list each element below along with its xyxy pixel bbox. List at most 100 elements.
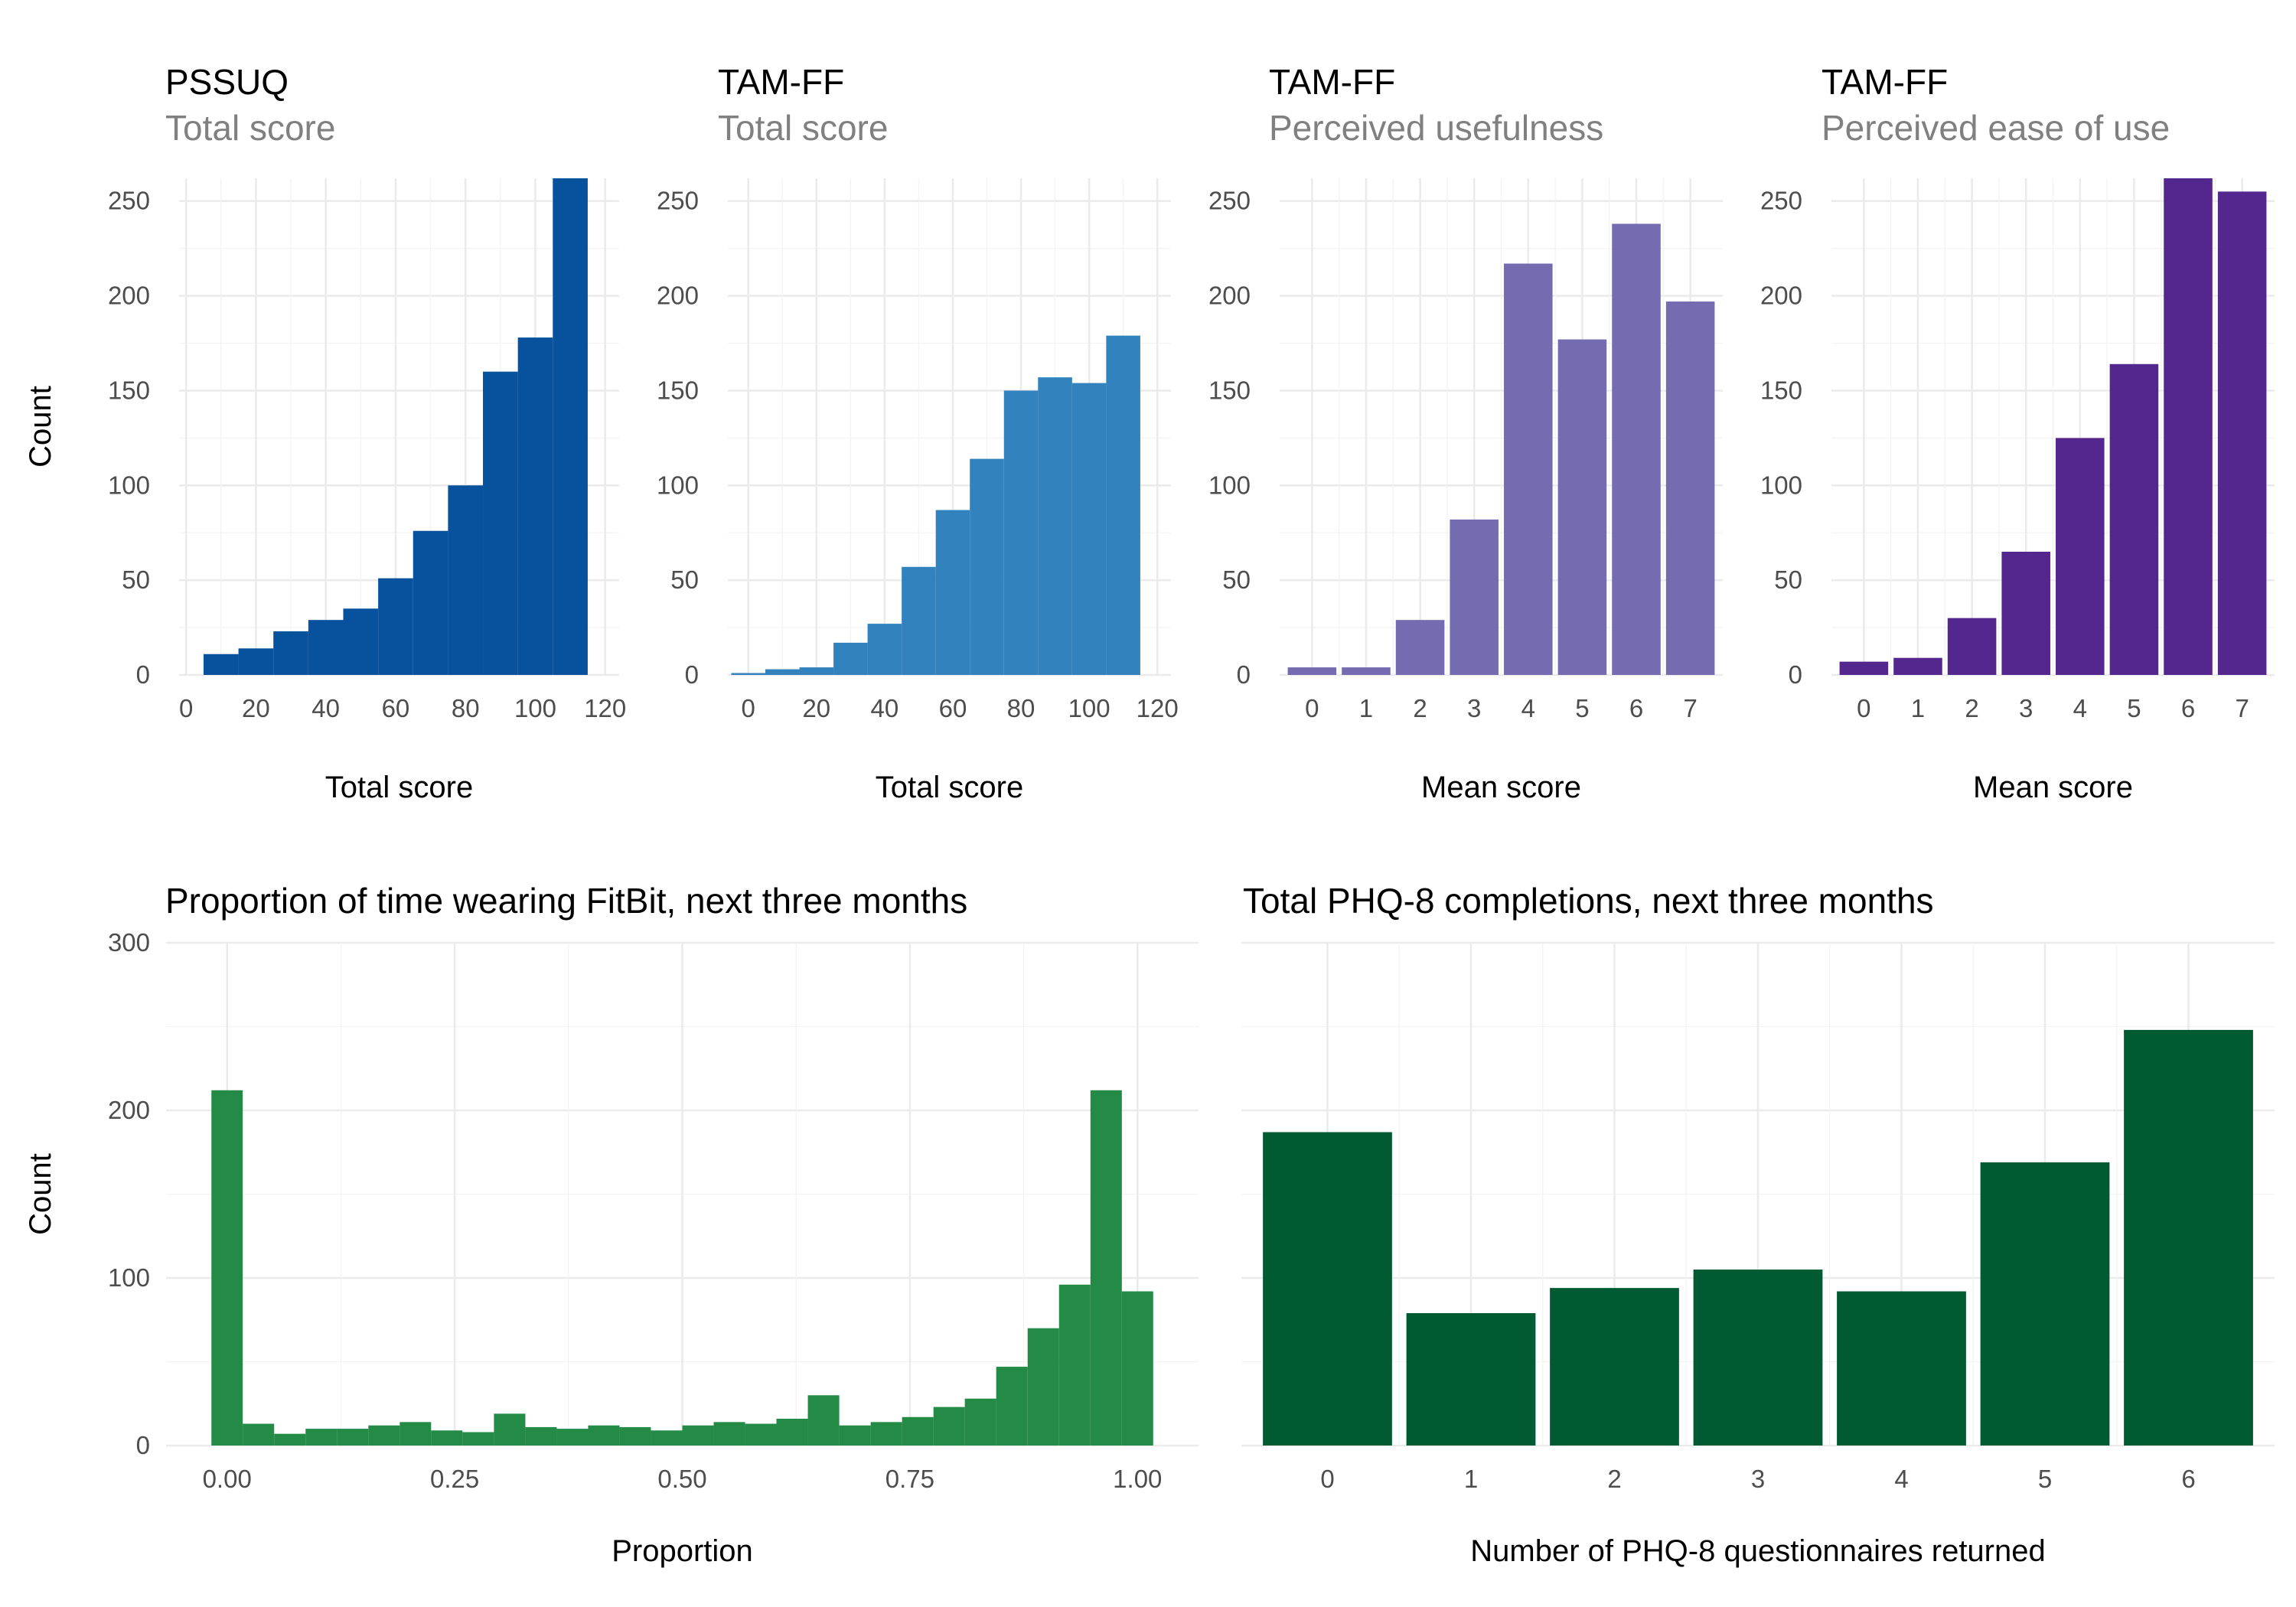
x-tick-label: 0 bbox=[1320, 1465, 1334, 1493]
x-axis-label: Total score bbox=[876, 771, 1023, 804]
y-axis-label: Count bbox=[24, 386, 57, 468]
y-tick-label: 200 bbox=[1760, 282, 1802, 310]
y-tick-label: 50 bbox=[1774, 566, 1802, 594]
y-tick-label: 0 bbox=[685, 660, 699, 689]
x-tick-label: 6 bbox=[2181, 1465, 2195, 1493]
x-axis-tick-labels: 0.00 0.25 0.50 0.75 1.00 bbox=[203, 1465, 1163, 1493]
x-tick-label: 7 bbox=[1683, 694, 1697, 722]
x-tick-label: 1 bbox=[1911, 694, 1925, 722]
x-tick-label: 2 bbox=[1413, 694, 1427, 722]
x-tick-label: 5 bbox=[2127, 694, 2141, 722]
y-tick-label: 150 bbox=[1760, 376, 1802, 404]
x-tick-label: 0.75 bbox=[885, 1465, 934, 1493]
y-tick-label: 250 bbox=[657, 187, 699, 215]
x-tick-label: 60 bbox=[382, 694, 410, 722]
y-tick-label: 100 bbox=[657, 471, 699, 499]
histogram-bar bbox=[525, 1426, 557, 1446]
x-axis-tick-labels: 0 1 2 3 4 5 6 7 bbox=[1305, 694, 1698, 722]
bar bbox=[2056, 438, 2105, 675]
histogram-bar bbox=[1090, 1090, 1122, 1446]
histogram-bar bbox=[964, 1398, 996, 1446]
y-tick-label: 250 bbox=[1760, 187, 1802, 215]
x-tick-label: 0.25 bbox=[430, 1465, 479, 1493]
y-tick-label: 0 bbox=[1237, 660, 1251, 689]
histogram-bar bbox=[308, 620, 344, 675]
panel-title: PSSUQ bbox=[165, 62, 289, 102]
y-tick-label: 200 bbox=[108, 282, 150, 310]
x-tick-label: 0 bbox=[179, 694, 193, 722]
histogram-bar bbox=[870, 1422, 902, 1446]
histogram-bar bbox=[765, 669, 800, 675]
y-tick-label: 50 bbox=[122, 566, 150, 594]
x-axis-tick-labels: 0 20 40 60 80 100 120 bbox=[179, 694, 626, 722]
x-tick-label: 5 bbox=[2038, 1465, 2052, 1493]
histogram-bar bbox=[1058, 1284, 1091, 1446]
y-tick-label: 100 bbox=[1208, 471, 1251, 499]
y-tick-label: 100 bbox=[108, 1263, 150, 1292]
bar bbox=[1395, 620, 1445, 675]
histogram-bar bbox=[1121, 1291, 1153, 1446]
histogram-bar bbox=[243, 1423, 275, 1446]
x-tick-label: 1 bbox=[1359, 694, 1373, 722]
bars bbox=[731, 335, 1140, 675]
x-axis-label: Proportion bbox=[612, 1534, 753, 1568]
chart-panel-4: 0 1 2 3 4 5 6 7 0 50 100 150 200 250 TAM-FF Perceived e… bbox=[1760, 62, 2275, 804]
bar bbox=[1263, 1132, 1392, 1446]
x-tick-label: 0 bbox=[1305, 694, 1319, 722]
bar bbox=[2001, 551, 2050, 675]
bar bbox=[1557, 339, 1607, 675]
bar bbox=[2217, 191, 2267, 675]
histogram-bar bbox=[970, 458, 1004, 675]
y-axis-tick-labels: 0 50 100 150 200 250 bbox=[108, 187, 150, 689]
x-tick-label: 120 bbox=[584, 694, 626, 722]
histogram-bar bbox=[305, 1429, 338, 1446]
histogram-bar bbox=[337, 1429, 369, 1446]
x-tick-label: 0 bbox=[1857, 694, 1870, 722]
x-tick-label: 1.00 bbox=[1113, 1465, 1162, 1493]
bars bbox=[1839, 178, 2267, 675]
histogram-bar bbox=[483, 371, 518, 675]
histogram-bar bbox=[731, 673, 765, 675]
histogram-bar bbox=[1003, 390, 1039, 675]
x-tick-label: 1 bbox=[1464, 1465, 1478, 1493]
histogram-bar bbox=[343, 608, 379, 675]
y-tick-label: 200 bbox=[1208, 282, 1251, 310]
y-tick-label: 200 bbox=[108, 1096, 150, 1124]
bar bbox=[1893, 657, 1942, 675]
y-tick-label: 100 bbox=[108, 471, 150, 499]
histogram-bar bbox=[682, 1425, 714, 1446]
panel-title: Proportion of time wearing FitBit, next … bbox=[165, 881, 967, 921]
x-tick-label: 80 bbox=[1007, 694, 1035, 722]
panel-subtitle: Perceived usefulness bbox=[1269, 108, 1603, 148]
x-tick-label: 4 bbox=[1521, 694, 1535, 722]
histogram-bar bbox=[494, 1413, 526, 1446]
x-tick-label: 6 bbox=[2181, 694, 2195, 722]
x-tick-label: 60 bbox=[939, 694, 967, 722]
y-tick-label: 100 bbox=[1760, 471, 1802, 499]
bars bbox=[1287, 223, 1715, 675]
bar bbox=[1612, 223, 1661, 675]
x-tick-label: 3 bbox=[2019, 694, 2033, 722]
x-tick-label: 0.00 bbox=[203, 1465, 252, 1493]
chart-panel-1: 0 20 40 60 80 100 120 0 50 100 150 200 250 PSSUQ Total… bbox=[24, 62, 626, 804]
histogram-bar bbox=[556, 1429, 589, 1446]
x-tick-label: 40 bbox=[871, 694, 899, 722]
y-tick-label: 250 bbox=[1208, 187, 1251, 215]
x-axis-label: Total score bbox=[325, 771, 473, 804]
x-tick-label: 20 bbox=[802, 694, 830, 722]
y-tick-label: 50 bbox=[670, 566, 699, 594]
y-tick-label: 250 bbox=[108, 187, 150, 215]
bars bbox=[1263, 1029, 2253, 1446]
y-tick-label: 0 bbox=[136, 660, 150, 689]
y-axis-tick-labels: 0 100 200 300 bbox=[108, 928, 150, 1459]
bar bbox=[1342, 667, 1391, 675]
x-tick-label: 80 bbox=[452, 694, 480, 722]
bar bbox=[1287, 667, 1337, 675]
x-tick-label: 4 bbox=[2073, 694, 2087, 722]
y-tick-label: 0 bbox=[136, 1431, 150, 1459]
bar bbox=[1837, 1291, 1966, 1446]
histogram-bar bbox=[745, 1423, 777, 1446]
histogram-bar bbox=[713, 1422, 745, 1446]
histogram-bar bbox=[1106, 335, 1140, 675]
y-tick-label: 150 bbox=[108, 376, 150, 404]
